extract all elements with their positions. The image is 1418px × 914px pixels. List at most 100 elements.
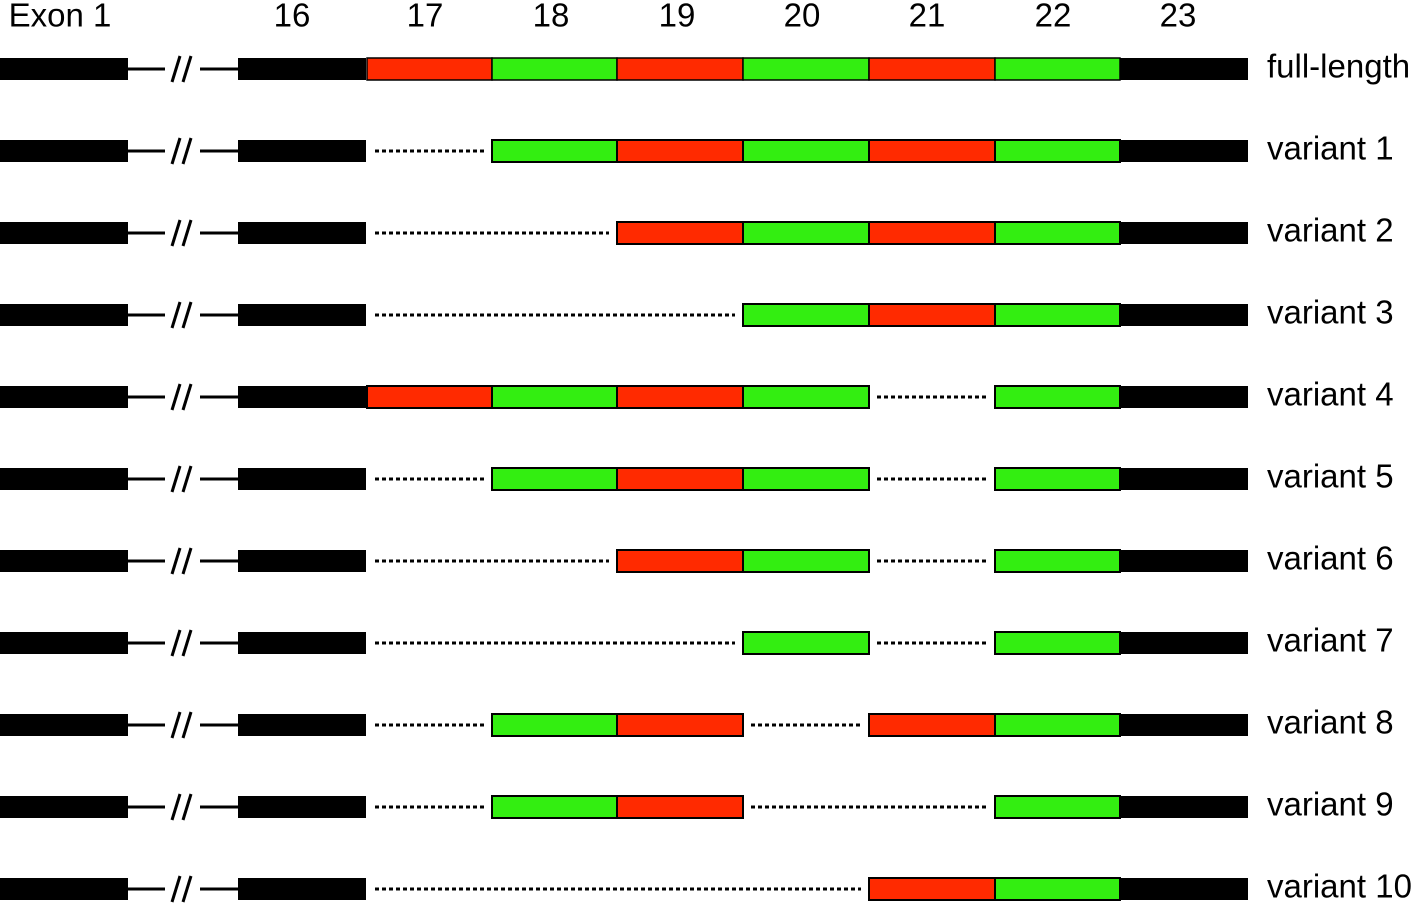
exon-block (0, 222, 128, 244)
exon-block (238, 304, 366, 326)
row-label: variant 2 (1267, 212, 1394, 249)
break-mark (181, 465, 193, 493)
exon-block (616, 467, 744, 491)
break-mark (170, 793, 182, 821)
exon-block (491, 57, 618, 81)
exon-label: Exon 1 (9, 0, 112, 34)
exon-block (616, 549, 744, 573)
break-mark (170, 55, 182, 83)
exon-block (742, 549, 870, 573)
exon-block (491, 713, 618, 737)
exon-block (0, 140, 128, 162)
break-mark (170, 547, 182, 575)
exon-block (1120, 468, 1248, 490)
exon-block (238, 714, 366, 736)
exon-block (994, 631, 1121, 655)
row-label: full-length (1267, 48, 1410, 85)
exon-block (366, 385, 493, 409)
break-mark (170, 383, 182, 411)
exon-block (994, 385, 1121, 409)
exon-block (994, 221, 1121, 245)
exon-block (994, 713, 1121, 737)
exon-label: 20 (784, 0, 821, 34)
exon-label: 16 (274, 0, 311, 34)
exon-block (742, 303, 870, 327)
exon-block (238, 796, 366, 818)
exon-block (1120, 386, 1248, 408)
exon-block (238, 632, 366, 654)
exon-block (1120, 714, 1248, 736)
break-mark (181, 711, 193, 739)
exon-label: 21 (909, 0, 946, 34)
exon-block (1120, 632, 1248, 654)
exon-block (1120, 796, 1248, 818)
exon-block (868, 877, 996, 901)
exon-block (994, 877, 1121, 901)
row-label: variant 9 (1267, 786, 1394, 823)
exon-block (0, 386, 128, 408)
exon-block (238, 140, 366, 162)
exon-block (616, 713, 744, 737)
break-mark (170, 219, 182, 247)
row-label: variant 10 (1267, 868, 1412, 905)
exon-block (868, 57, 996, 81)
exon-block (238, 550, 366, 572)
exon-block (742, 467, 870, 491)
break-mark (170, 465, 182, 493)
break-mark (181, 383, 193, 411)
exon-label: 19 (659, 0, 696, 34)
exon-block (1120, 304, 1248, 326)
row-label: variant 6 (1267, 540, 1394, 577)
exon-block (994, 467, 1121, 491)
exon-block (0, 468, 128, 490)
exon-block (491, 467, 618, 491)
exon-block (238, 878, 366, 900)
break-mark (181, 547, 193, 575)
row-label: variant 5 (1267, 458, 1394, 495)
exon-block (616, 139, 744, 163)
exon-block (366, 57, 493, 81)
break-mark (181, 137, 193, 165)
break-mark (181, 301, 193, 329)
exon-block (868, 713, 996, 737)
exon-block (1120, 222, 1248, 244)
exon-block (994, 57, 1121, 81)
exon-block (994, 139, 1121, 163)
exon-block (742, 57, 870, 81)
exon-block (0, 304, 128, 326)
row-label: variant 4 (1267, 376, 1394, 413)
exon-block (994, 795, 1121, 819)
exon-block (742, 139, 870, 163)
break-mark (181, 875, 193, 903)
break-mark (181, 793, 193, 821)
exon-block (0, 550, 128, 572)
exon-block (0, 878, 128, 900)
exon-block (616, 221, 744, 245)
exon-block (491, 795, 618, 819)
row-label: variant 7 (1267, 622, 1394, 659)
exon-block (1120, 140, 1248, 162)
break-mark (170, 629, 182, 657)
exon-block (1120, 550, 1248, 572)
exon-block (742, 385, 870, 409)
row-label: variant 3 (1267, 294, 1394, 331)
break-mark (181, 219, 193, 247)
exon-block (0, 796, 128, 818)
exon-label: 17 (407, 0, 444, 34)
exon-label: 18 (533, 0, 570, 34)
exon-label: 22 (1035, 0, 1072, 34)
break-mark (170, 711, 182, 739)
exon-block (238, 468, 366, 490)
exon-block (0, 714, 128, 736)
exon-block (994, 303, 1121, 327)
exon-block (616, 385, 744, 409)
row-label: variant 8 (1267, 704, 1394, 741)
exon-block (1120, 58, 1248, 80)
break-mark (170, 137, 182, 165)
exon-block (616, 795, 744, 819)
exon-block (238, 222, 366, 244)
row-label: variant 1 (1267, 130, 1394, 167)
exon-block (1120, 878, 1248, 900)
exon-block (868, 303, 996, 327)
